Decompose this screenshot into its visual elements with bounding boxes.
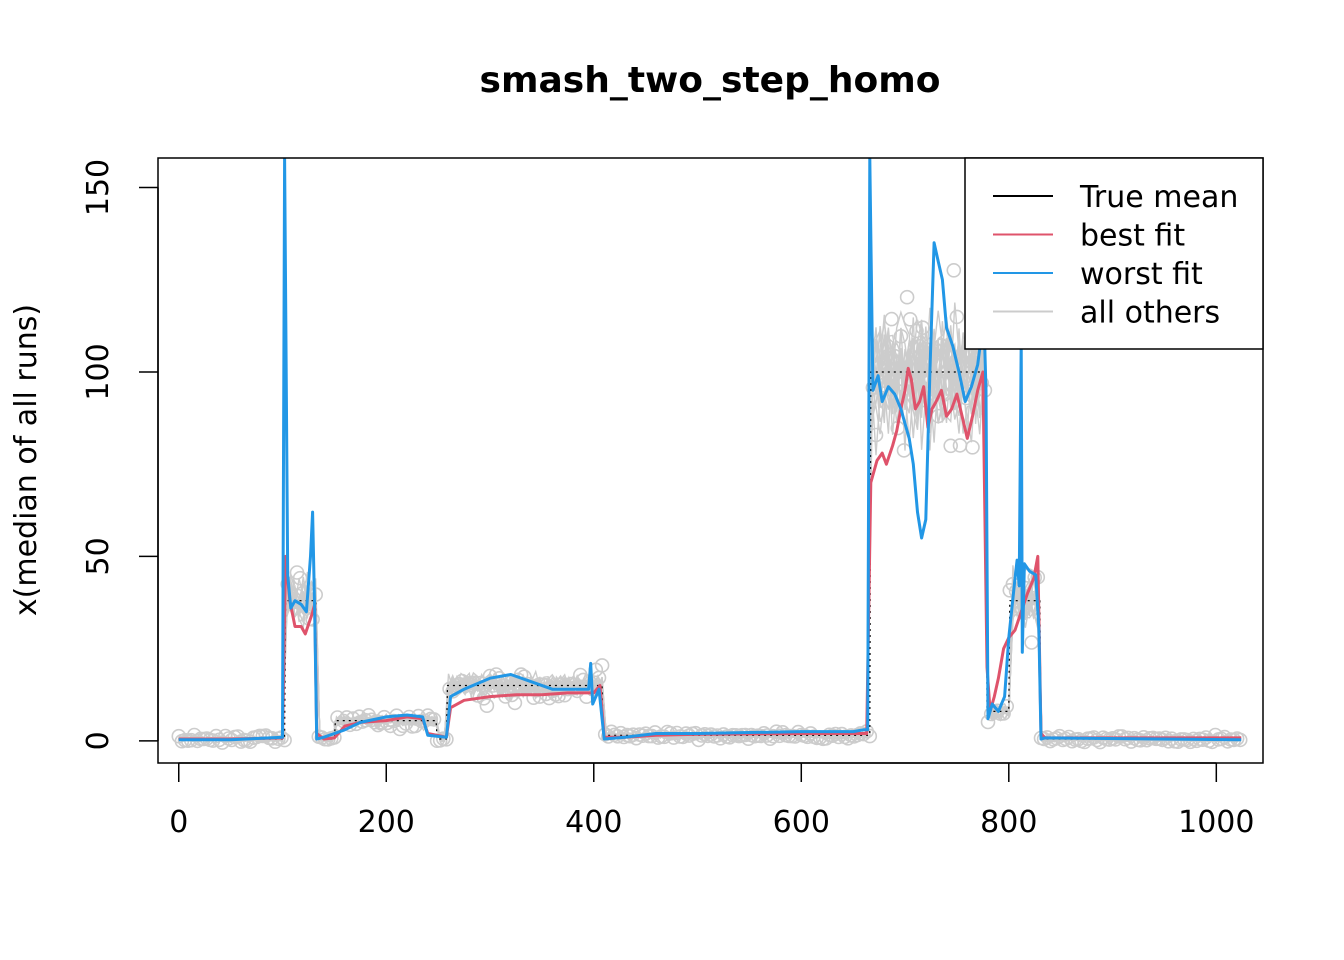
other-run-line [178,323,1242,743]
observation-point [1052,728,1067,744]
observation-point [949,309,965,325]
observation-point [934,338,949,353]
true-mean-line [178,371,1242,740]
other-run-line [178,310,1242,742]
x-tick-label: 600 [773,805,830,840]
other-run-line [178,302,1242,743]
other-run-line [178,339,1242,742]
observation-point [1123,734,1139,749]
other-run-line [178,323,1242,743]
other-run-line [178,337,1242,744]
y-tick-label: 50 [81,537,116,575]
x-tick-label: 1000 [1178,805,1254,840]
legend-box [964,157,1264,350]
x-tick-label: 400 [565,805,622,840]
observation-point [292,570,308,586]
other-run-line [178,321,1242,743]
observation-point [479,698,495,714]
observation-point [877,356,893,372]
legend-label: True mean [1079,180,1238,215]
observation-point [940,363,955,378]
other-run-line [178,327,1242,743]
observation-point [277,732,292,748]
observation-point [594,658,610,673]
y-axis-label: x(median of all runs) [9,304,44,616]
observation-point [862,728,878,744]
x-tick-label: 800 [980,805,1037,840]
y-tick-label: 0 [81,731,116,750]
legend-label: best fit [1080,219,1185,254]
x-axis: 0 200 400 600 800 1000 [169,762,1254,840]
chart-title: smash_two_step_homo [480,60,941,101]
observation-point [952,438,968,453]
observation-point [1204,734,1220,750]
other-run-line [178,337,1242,743]
worst-fit-line [178,158,1242,742]
best-fit-line [178,366,1242,741]
other-run-line [178,326,1242,743]
other-run-line [178,319,1242,742]
observation-point [896,443,912,458]
observation-point [884,311,899,327]
other-run-line [178,351,1242,743]
other-run-line [178,334,1242,744]
observation-point [943,438,959,454]
other-run-line [178,321,1242,743]
observation-point [899,289,915,305]
x-tick-label: 0 [169,805,188,840]
other-run-line [178,317,1242,743]
observation-point [881,367,896,383]
observation-point [442,681,457,697]
y-tick-label: 150 [81,159,116,216]
other-run-line [178,333,1242,743]
observation-point [893,328,909,344]
observation-point [1024,635,1039,650]
legend-label: all others [1080,296,1220,331]
other-run-line [178,309,1242,743]
observation-point [915,320,931,336]
observation-point [507,695,523,711]
observation-point [958,390,974,406]
x-tick-label: 200 [358,805,415,840]
main-series [178,158,1242,742]
other-run-line [178,325,1242,742]
observation-point [887,348,903,364]
other-run-line [178,307,1242,743]
y-tick-label: 100 [81,343,116,400]
observation-point [426,712,442,727]
other-run-line [178,325,1242,743]
observation-point [965,439,980,455]
legend-label: worst fit [1080,257,1203,292]
observation-point [946,262,962,278]
observation-point [902,311,918,327]
observation-point [905,350,921,365]
observation-point [996,706,1011,721]
y-axis: 0 50 100 150 [81,159,159,750]
other-run-line [178,331,1242,743]
other-run-line [178,301,1242,743]
